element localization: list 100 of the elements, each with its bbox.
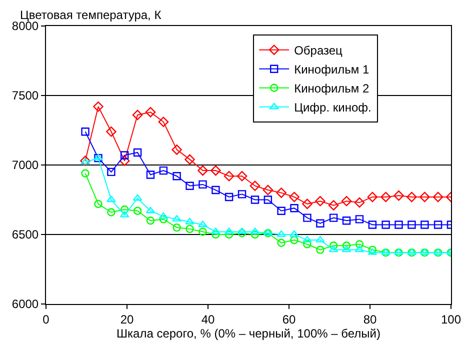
point — [250, 180, 260, 191]
point — [355, 240, 364, 248]
point — [145, 107, 156, 118]
point — [186, 182, 194, 190]
x-tick-label: 20 — [120, 312, 134, 326]
point — [329, 242, 338, 250]
point — [237, 228, 247, 234]
point — [394, 220, 403, 229]
point — [420, 192, 430, 202]
point — [367, 192, 378, 202]
point — [172, 144, 182, 155]
point — [120, 210, 130, 218]
point — [303, 240, 312, 248]
point — [276, 188, 286, 198]
legend-label: Образец — [294, 44, 343, 58]
point — [368, 246, 377, 254]
point — [432, 192, 444, 202]
point — [224, 228, 234, 234]
point — [328, 246, 338, 252]
point — [262, 184, 274, 196]
point — [132, 110, 143, 120]
point — [316, 246, 324, 254]
point — [146, 206, 156, 214]
point — [354, 197, 365, 208]
point — [342, 242, 351, 250]
point — [80, 158, 90, 165]
point — [107, 208, 116, 216]
point — [380, 192, 391, 202]
point — [342, 246, 352, 252]
point — [302, 198, 312, 210]
point — [355, 215, 364, 224]
point — [93, 101, 104, 112]
point — [264, 196, 272, 204]
point — [224, 170, 234, 182]
x-tick-label: 40 — [201, 312, 215, 326]
point — [146, 170, 155, 179]
point — [342, 216, 351, 225]
point — [210, 165, 221, 176]
point — [368, 220, 377, 229]
point — [212, 186, 220, 194]
point — [238, 229, 246, 238]
point — [341, 196, 352, 206]
point — [158, 212, 168, 219]
point — [120, 151, 129, 160]
point — [211, 228, 220, 234]
point — [250, 196, 260, 204]
point — [185, 218, 194, 224]
point — [236, 170, 248, 182]
point — [159, 215, 168, 224]
point — [289, 192, 300, 202]
point — [382, 220, 390, 229]
point — [290, 204, 298, 212]
y-tick-label: 6000 — [12, 297, 39, 312]
point — [302, 236, 312, 242]
y-tick-label: 6500 — [12, 228, 39, 242]
point — [158, 116, 169, 128]
point — [328, 200, 339, 210]
point — [159, 166, 168, 175]
x-tick-label: 0 — [42, 312, 50, 326]
point — [277, 206, 286, 215]
legend-label: Цифр. киноф. — [294, 100, 372, 115]
point — [290, 236, 298, 244]
point — [250, 228, 260, 234]
point — [198, 180, 207, 189]
point — [186, 224, 194, 234]
point — [290, 230, 299, 237]
point — [81, 128, 90, 136]
point — [133, 148, 142, 157]
point — [368, 248, 378, 255]
x-tick-label: 80 — [363, 312, 377, 326]
legend-label: Кинофильм 2 — [294, 82, 370, 96]
legend-label: Кинофильм 1 — [294, 62, 370, 77]
point — [198, 220, 208, 228]
point — [250, 230, 260, 239]
point — [94, 200, 102, 208]
point — [106, 196, 116, 202]
x-tick-label: 60 — [282, 312, 296, 326]
point — [406, 192, 417, 202]
point — [224, 192, 234, 202]
point — [238, 190, 246, 198]
point — [198, 165, 208, 176]
y-axis-title: Цветовая температура, К — [20, 8, 162, 22]
point — [106, 126, 116, 137]
point — [316, 219, 324, 228]
point — [120, 205, 129, 214]
y-tick-label: 7000 — [12, 158, 39, 172]
point — [172, 172, 181, 180]
point — [81, 169, 90, 178]
point — [184, 154, 195, 165]
point — [107, 168, 116, 176]
point — [354, 246, 364, 252]
x-tick-label: 100 — [440, 312, 462, 326]
point — [133, 206, 142, 215]
point — [146, 216, 155, 225]
point — [172, 223, 181, 232]
point — [329, 214, 338, 222]
point — [434, 220, 442, 229]
point — [212, 230, 220, 239]
point — [303, 214, 312, 222]
point — [315, 196, 326, 206]
